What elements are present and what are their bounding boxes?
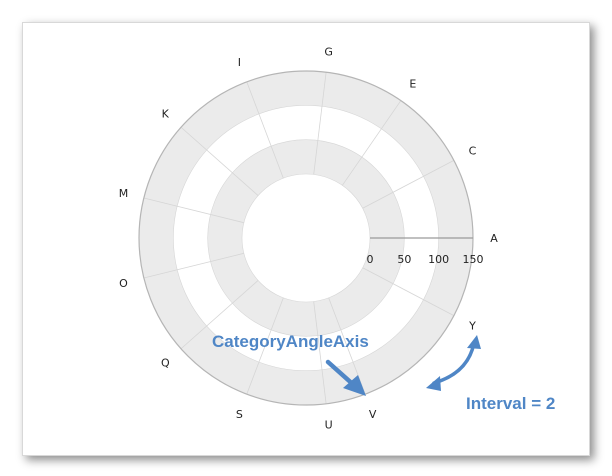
angle-gridline (143, 252, 244, 279)
interval-curved-arrow (426, 335, 481, 391)
interval-callout-label: Interval = 2 (466, 394, 555, 413)
angle-axis-label: S (236, 408, 243, 421)
axis-callout-label: CategoryAngleAxis (212, 332, 369, 351)
radius-tick-label: 50 (397, 253, 411, 266)
radius-tick-label: 150 (463, 253, 484, 266)
angle-axis-label: Y (468, 319, 476, 332)
angle-axis-label: O (119, 277, 128, 290)
angle-gridline (246, 297, 284, 395)
radial-bands (139, 71, 473, 405)
angle-axis-label: U (325, 419, 333, 432)
radius-axis-tick-labels: 0 50 100 150 (367, 253, 484, 266)
angle-gridline (180, 280, 259, 350)
angle-gridline (313, 72, 327, 175)
angle-gridline (342, 100, 402, 186)
radius-tick-label: 100 (428, 253, 449, 266)
angle-gridline (362, 160, 455, 209)
angle-gridline (180, 126, 259, 196)
axis-callout-arrow (325, 359, 366, 396)
angle-axis-label: C (469, 145, 477, 158)
center-hole (242, 174, 370, 302)
radius-tick-label: 0 (367, 253, 374, 266)
angle-axis-labels: A C E G I K M O Q S U V Y (119, 45, 499, 431)
angle-gridline (362, 267, 455, 316)
angle-axis-label: I (238, 56, 241, 69)
angle-gridline (246, 81, 284, 179)
angle-gridline (143, 197, 244, 224)
angle-axis-label: V (369, 408, 377, 421)
angle-axis-label: A (490, 232, 498, 245)
angle-axis-label: M (119, 187, 129, 200)
angle-axis-label: E (409, 77, 416, 90)
angle-axis-label: Q (161, 357, 170, 370)
angle-axis-label: G (324, 45, 333, 58)
angle-axis-label: K (162, 107, 170, 120)
angle-gridline (313, 301, 327, 404)
